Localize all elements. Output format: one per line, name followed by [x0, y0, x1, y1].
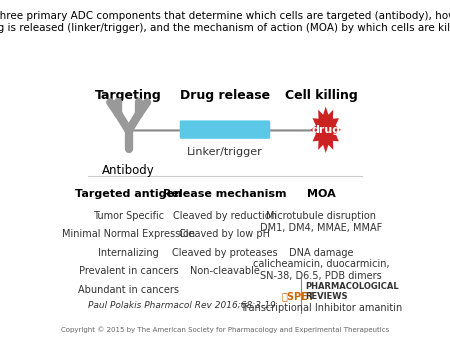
Text: Antibody: Antibody: [102, 164, 155, 177]
Text: Non-cleavable: Non-cleavable: [190, 266, 260, 276]
Text: PHARMACOLOGICAL
REVIEWS: PHARMACOLOGICAL REVIEWS: [305, 282, 399, 301]
Text: drug: drug: [311, 125, 340, 135]
Text: Microtubule disruption
DM1, DM4, MMAE, MMAF: Microtubule disruption DM1, DM4, MMAE, M…: [260, 211, 382, 233]
Text: Abundant in cancers: Abundant in cancers: [78, 285, 179, 295]
Text: Prevalent in cancers: Prevalent in cancers: [79, 266, 179, 276]
Text: Cleaved by proteases: Cleaved by proteases: [172, 248, 278, 258]
Text: Cleaved by reduction: Cleaved by reduction: [173, 211, 277, 221]
Polygon shape: [310, 106, 341, 153]
Text: MOA: MOA: [307, 189, 336, 199]
Text: Transcriptional Inhibitor amanitin: Transcriptional Inhibitor amanitin: [240, 303, 402, 313]
Text: Cell killing: Cell killing: [285, 89, 358, 102]
Text: Copyright © 2015 by The American Society for Pharmacology and Experimental Thera: Copyright © 2015 by The American Society…: [61, 327, 389, 333]
Text: Internalizing: Internalizing: [98, 248, 159, 258]
Text: ⒶSPET: ⒶSPET: [282, 291, 315, 301]
Text: Tumor Specific: Tumor Specific: [93, 211, 164, 221]
Text: Paul Polakis Pharmacol Rev 2016;68:3-19: Paul Polakis Pharmacol Rev 2016;68:3-19: [88, 301, 275, 310]
Text: Targeting: Targeting: [95, 89, 162, 102]
Text: Targeted antigen: Targeted antigen: [75, 189, 182, 199]
Text: DNA damage
calicheamicin, duocarmicin,
SN-38, D6.5, PDB dimers: DNA damage calicheamicin, duocarmicin, S…: [253, 248, 390, 281]
Text: Linker/trigger: Linker/trigger: [187, 147, 263, 157]
Text: Release mechanism: Release mechanism: [163, 189, 287, 199]
Text: The three primary ADC components that determine which cells are targeted (antibo: The three primary ADC components that de…: [0, 11, 450, 33]
Text: Minimal Normal Expression: Minimal Normal Expression: [62, 230, 195, 239]
FancyBboxPatch shape: [180, 120, 270, 139]
Text: Drug release: Drug release: [180, 89, 270, 102]
Text: Cleaved by low pH: Cleaved by low pH: [180, 230, 270, 239]
